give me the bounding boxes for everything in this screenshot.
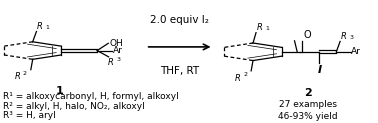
Text: R¹ = alkoxycarbonyl, H, formyl, alkoxyl: R¹ = alkoxycarbonyl, H, formyl, alkoxyl bbox=[3, 92, 178, 101]
Text: 46-93% yield: 46-93% yield bbox=[278, 112, 338, 121]
Text: I: I bbox=[317, 65, 321, 75]
Text: R: R bbox=[15, 72, 20, 81]
Text: 27 examples: 27 examples bbox=[279, 100, 337, 109]
Text: O: O bbox=[304, 30, 311, 40]
Text: 2.0 equiv I₂: 2.0 equiv I₂ bbox=[150, 15, 209, 25]
Text: R² = alkyl, H, halo, NO₂, alkoxyl: R² = alkyl, H, halo, NO₂, alkoxyl bbox=[3, 102, 144, 111]
Text: R: R bbox=[37, 22, 43, 31]
Text: 3: 3 bbox=[116, 57, 120, 62]
Text: 2: 2 bbox=[23, 71, 27, 76]
Text: 1: 1 bbox=[265, 26, 270, 31]
Text: Ar: Ar bbox=[113, 46, 123, 55]
Text: 2: 2 bbox=[243, 72, 247, 77]
Text: R: R bbox=[257, 23, 263, 32]
Text: 2: 2 bbox=[304, 88, 311, 98]
Text: 1: 1 bbox=[45, 25, 50, 30]
Text: Ar: Ar bbox=[352, 47, 361, 56]
Text: R: R bbox=[235, 74, 241, 83]
Text: R: R bbox=[107, 58, 113, 67]
Text: 3: 3 bbox=[349, 35, 353, 40]
Text: THF, RT: THF, RT bbox=[160, 66, 199, 76]
Text: R: R bbox=[341, 32, 347, 41]
Text: R³ = H, aryl: R³ = H, aryl bbox=[3, 111, 55, 121]
Text: 1: 1 bbox=[55, 86, 63, 96]
Text: OH: OH bbox=[109, 39, 123, 48]
